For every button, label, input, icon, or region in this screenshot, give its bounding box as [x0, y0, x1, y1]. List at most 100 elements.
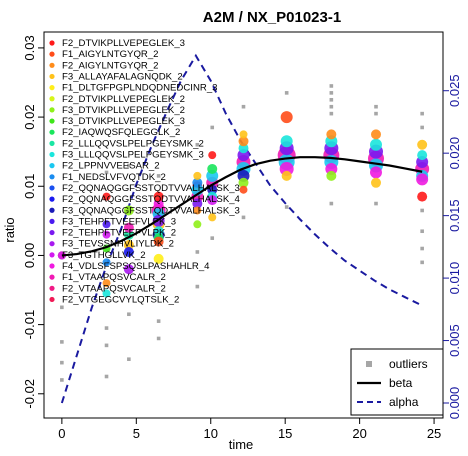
data-point: [192, 177, 203, 188]
legend-marker: [49, 241, 55, 247]
legend-marker: [49, 185, 55, 191]
legend-entry: F3_LLLQQVSLPELPGEYSMK_3: [62, 150, 204, 161]
data-point: [153, 191, 164, 202]
legend-entry: F3_TGTHGLLVK_2: [62, 250, 146, 261]
legend-marker: [49, 174, 55, 180]
data-point: [326, 170, 337, 181]
legend-entry: F2_DTVIKPLLVEPEGLEK_3: [62, 38, 185, 49]
legend-entry: F1_AIGYLNTGYQR_2: [62, 49, 159, 60]
outlier-point: [420, 208, 424, 213]
legend-marker: [49, 62, 55, 68]
outlier-point: [420, 125, 424, 130]
outlier-point: [329, 201, 334, 206]
x-tick-label: 15: [278, 426, 292, 441]
plot-frame: [43, 31, 444, 419]
data-point: [238, 143, 249, 154]
legend-entry: F2_VTGEGCVYLQTSLK_2: [62, 294, 179, 305]
legend-entry: F3_DTVIKPLLVEPEGLEK_2: [62, 105, 185, 116]
legend-marker: [49, 285, 55, 291]
legend-entry: F2_QQNAQGGFSSTQDTVVALHALSK_4: [62, 194, 241, 205]
data-point: [417, 150, 428, 161]
data-point: [102, 230, 111, 239]
x-tick-label: 5: [133, 426, 140, 441]
x-tick-label: 25: [427, 426, 441, 441]
legend-entry: F2_AIGYLNTGYQR_2: [62, 60, 159, 71]
data-point: [208, 151, 217, 160]
legend-entry: F1_VTAAPQSVCALR_2: [62, 272, 166, 283]
outlier-point: [329, 97, 334, 102]
data-point: [416, 173, 429, 186]
data-point: [102, 279, 111, 288]
legend-entry: F3_TEVSSNHVLIYLDK_2: [62, 239, 174, 250]
y2-tick-label: 0.020: [447, 137, 462, 170]
outlier-point: [104, 343, 109, 348]
data-point: [193, 220, 202, 229]
x-tick-label: 10: [204, 426, 218, 441]
data-point: [153, 253, 164, 264]
x-tick-label: 0: [58, 426, 65, 441]
outlier-point: [284, 91, 289, 95]
outlier-point: [104, 326, 109, 330]
data-point: [371, 177, 382, 188]
outlier-point: [374, 111, 378, 116]
legend-marker: [49, 274, 55, 280]
legend-entry: F2_LPPNVVEESAR_2: [62, 161, 160, 172]
legend-marker: [49, 96, 55, 102]
y2-tick-label: 0.015: [447, 199, 462, 232]
data-point: [417, 139, 428, 150]
legend-marker: [49, 51, 55, 57]
legend-entry: F4_VDLSFSPSQSLPASHAHLR_4: [62, 261, 210, 272]
legend-marker: [49, 40, 55, 46]
legend-marker: [49, 296, 55, 303]
outlier-point: [374, 104, 378, 109]
data-point: [102, 192, 111, 201]
data-point: [193, 171, 202, 180]
data-point: [371, 129, 382, 140]
x-tick-label: 20: [352, 426, 366, 441]
legend-marker: [49, 151, 55, 158]
outlier-point: [420, 260, 424, 265]
legend-entry: F2_TEHPFTVEEFVLPK_2: [62, 228, 176, 239]
outlier-point: [195, 142, 200, 147]
data-point: [280, 135, 293, 148]
legend-entry: F2_VTAAPQSVCALR_2: [62, 283, 166, 294]
data-point: [207, 163, 218, 174]
y2-tick-label: 0.010: [447, 262, 462, 295]
legend-bottom-label: alpha: [389, 395, 419, 409]
legend-marker: [49, 263, 55, 269]
legend-entry: F3_ALLAYAFALAGNQDK_2: [62, 71, 183, 82]
y-tick-label: 0.00: [22, 243, 37, 268]
data-point: [326, 129, 337, 140]
outlier-point: [420, 246, 424, 251]
legend-entry: F2_IAQWQSFQLEGGLK_2: [62, 127, 180, 138]
data-point: [238, 136, 249, 147]
beta-curve: [61, 156, 423, 257]
outlier-point: [329, 104, 334, 109]
legend-entry: F2_LLLQQVSLPELPGEYSMK_2: [62, 138, 204, 149]
y-tick-label: 0.01: [22, 174, 37, 199]
outlier-point: [60, 378, 64, 382]
outlier-point: [104, 170, 109, 175]
data-point: [370, 166, 383, 179]
outlier-point: [156, 336, 161, 341]
y2-tick-label: 0.025: [447, 74, 462, 107]
legend-entry: F2_QQNAQGGFSSTQDTVVALHALSK_3: [62, 183, 240, 194]
outlier-point: [104, 374, 109, 379]
data-point: [281, 170, 292, 181]
outlier-point: [156, 319, 161, 323]
outlier-point: [420, 111, 424, 116]
data-point: [102, 258, 111, 267]
chart-title: A2M / NX_P01023-1: [203, 9, 341, 26]
legend-entry: F1_DLTGFPGPLNDQDNEDCINR_3: [62, 83, 218, 94]
data-point: [123, 246, 134, 257]
outlier-point: [284, 205, 289, 209]
outlier-point: [210, 236, 215, 240]
outlier-point: [329, 91, 334, 95]
legend-entry: F1_NEDSLVFVQTDK_2: [62, 172, 166, 183]
y-tick-label: 0.02: [22, 104, 37, 129]
data-point: [153, 236, 164, 247]
legend-outlier-marker: [366, 361, 372, 367]
outlier-point: [241, 215, 246, 220]
outlier-point: [60, 305, 64, 310]
legend-entry: F3_DTVIKPLLVEPEGLEK_3: [62, 116, 185, 127]
